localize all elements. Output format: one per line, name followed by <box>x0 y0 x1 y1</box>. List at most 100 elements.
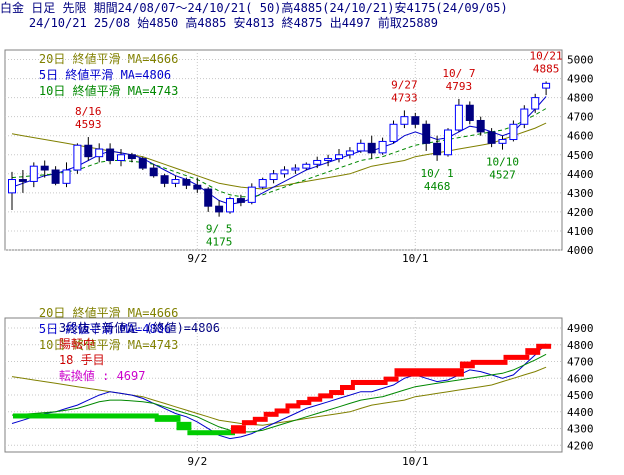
candle-body-up <box>345 150 354 156</box>
brick-up <box>252 416 268 422</box>
candle-body-up <box>498 139 507 144</box>
bottom-y-tick-label: 4700 <box>567 356 594 369</box>
peak-date-label: 8/16 <box>75 105 102 118</box>
peak-date-label: 10/ 7 <box>442 67 475 80</box>
brick-up <box>536 343 552 349</box>
candle-body-up <box>400 116 409 125</box>
brick-down <box>154 415 181 422</box>
top-x-tick-label: 10/1 <box>402 252 429 265</box>
candle-body-down <box>236 198 245 203</box>
candle-body-up <box>258 179 267 188</box>
candle-body-up <box>531 97 540 110</box>
candle-body-up <box>520 108 529 125</box>
header-line-1: 白金 日足 先限 期間24/08/07～24/10/21( 50)高4885(2… <box>0 0 608 16</box>
trough-value-label: 4527 <box>489 169 516 182</box>
candle-body-down <box>84 144 93 158</box>
candle-body-up <box>335 154 343 160</box>
bottom-y-tick-label: 4400 <box>567 406 594 419</box>
bottom-y-tick-label: 4800 <box>567 339 594 352</box>
brick-up <box>285 403 301 409</box>
peak-value-label: 4733 <box>391 91 418 104</box>
peak-value-label: 4593 <box>75 118 102 131</box>
top-ma10-label: 10日 終値平滑 MA=4743 <box>38 84 179 98</box>
candle-body-down <box>204 188 213 207</box>
candle-body-up <box>313 159 322 165</box>
brick-up <box>350 379 388 385</box>
top-y-tick-label: 4600 <box>567 130 594 143</box>
bottom-ma-legend: 20日 終値平滑 MA=4666 5日 終値平滑 MA=4806 10日 終値平… <box>10 289 178 352</box>
candle-body-down <box>160 175 169 184</box>
candle-body-up <box>269 173 278 181</box>
candle-body-up <box>29 165 38 182</box>
candle-body-down <box>18 179 27 182</box>
brick-up <box>274 408 290 414</box>
bottom-y-tick-label: 4200 <box>567 439 594 452</box>
top-ma5-label: 5日 終値平滑 MA=4806 <box>38 68 172 82</box>
tlb-count: 18 手目 <box>58 353 105 367</box>
bottom-y-tick-label: 4500 <box>567 389 594 402</box>
brick-up <box>318 393 334 399</box>
candle-body-down <box>106 148 115 161</box>
candle-body-up <box>280 169 289 175</box>
top-ma20-label: 20日 終値平滑 MA=4666 <box>38 52 179 66</box>
tlb-title: 3段抜き新値足 (終値)=4806 <box>58 321 220 335</box>
candle-body-down <box>215 205 224 213</box>
peak-date-label: 10/21 <box>530 49 563 62</box>
tlb-status: 陽転中 <box>58 337 95 351</box>
top-ma5-line <box>11 96 547 205</box>
candle-body-down <box>40 165 49 171</box>
brick-up <box>470 359 508 365</box>
trough-value-label: 4175 <box>206 236 233 249</box>
candle-body-down <box>367 142 376 154</box>
top-y-tick-label: 4800 <box>567 92 594 105</box>
brick-up <box>231 425 246 434</box>
bottom-y-tick-label: 4300 <box>567 423 594 436</box>
candle-body-up <box>302 163 311 169</box>
brick-up <box>296 400 312 406</box>
candle-body-down <box>422 123 431 144</box>
top-y-tick-label: 4500 <box>567 149 594 162</box>
top-y-tick-label: 4000 <box>567 244 594 257</box>
candle-body-down <box>465 104 474 121</box>
candle-body-down <box>476 119 485 133</box>
candle-body-up <box>8 179 16 194</box>
header-line-2: 24/10/21 25/08 始4850 高4885 安4813 終4875 出… <box>0 15 608 31</box>
candle-body-up <box>247 186 256 203</box>
brick-up <box>307 396 323 402</box>
candle-body-down <box>149 167 158 177</box>
trough-value-label: 4468 <box>424 180 451 193</box>
brick-up <box>241 420 257 426</box>
candle-body-down <box>127 154 136 160</box>
brick-up <box>394 368 464 377</box>
peak-value-label: 4793 <box>446 80 473 93</box>
candle-body-up <box>95 148 104 158</box>
trough-date-label: 10/ 1 <box>421 167 454 180</box>
brick-up <box>263 411 279 417</box>
brick-up <box>503 354 530 360</box>
top-ma20-line <box>11 122 547 190</box>
candle-body-down <box>433 142 442 156</box>
candle-body-up <box>226 198 234 213</box>
top-y-tick-label: 4200 <box>567 206 594 219</box>
candle-body-up <box>62 169 71 184</box>
brick-up <box>329 390 344 396</box>
bottom-y-tick-label: 4900 <box>567 322 594 335</box>
candle-body-up <box>509 123 518 141</box>
bottom-info-line: 3段抜き新値足 (終値)=4806 陽転中 18 手目 転換値 : 4697 <box>30 304 220 383</box>
brick-down <box>13 413 159 419</box>
top-x-tick-label: 9/2 <box>187 252 207 265</box>
candle-body-down <box>411 116 420 125</box>
peak-date-label: 9/27 <box>391 78 418 91</box>
bottom-ma20-label: 20日 終値平滑 MA=4666 <box>38 306 179 320</box>
trough-date-label: 9/ 5 <box>206 223 233 236</box>
top-y-tick-label: 4300 <box>567 187 594 200</box>
candle-body-up <box>73 144 82 171</box>
brick-up <box>525 348 541 355</box>
candle-body-up <box>389 123 398 142</box>
candle-body-down <box>51 169 60 184</box>
candle-body-down <box>487 131 496 144</box>
brick-down <box>187 430 235 436</box>
candle-body-up <box>542 82 551 89</box>
brick-up <box>383 376 399 382</box>
